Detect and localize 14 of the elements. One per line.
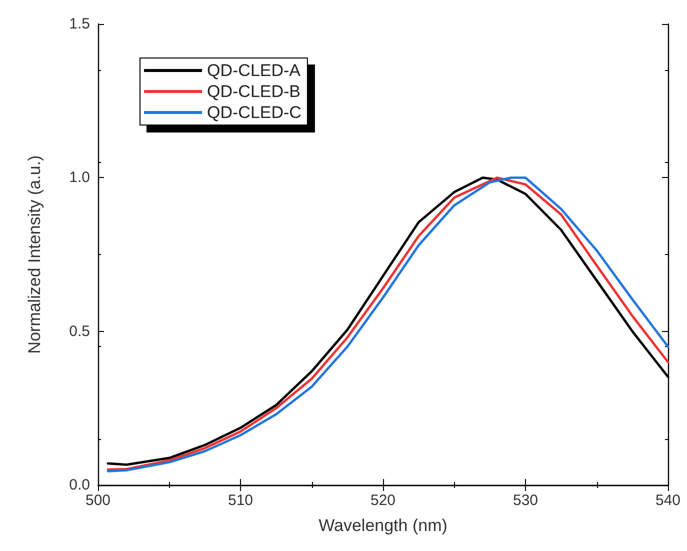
legend-label: QD-CLED-A (207, 61, 302, 80)
x-tick-label: 540 (655, 492, 681, 509)
y-axis-title: Normalized Intensity (a.u.) (25, 155, 44, 354)
y-tick-label: 0.5 (69, 322, 90, 340)
x-tick-label: 510 (228, 492, 254, 509)
y-tick-label: 0.0 (69, 476, 90, 494)
x-tick-label: 500 (85, 492, 111, 509)
y-tick-label: 1.5 (69, 16, 90, 32)
x-tick-label: 530 (512, 492, 538, 509)
legend-label: QD-CLED-B (207, 82, 301, 101)
x-tick-label: 520 (370, 492, 396, 509)
y-tick-label: 1.0 (69, 169, 90, 186)
x-axis-title: Wavelength (nm) (318, 516, 448, 535)
legend-label: QD-CLED-C (207, 103, 302, 122)
